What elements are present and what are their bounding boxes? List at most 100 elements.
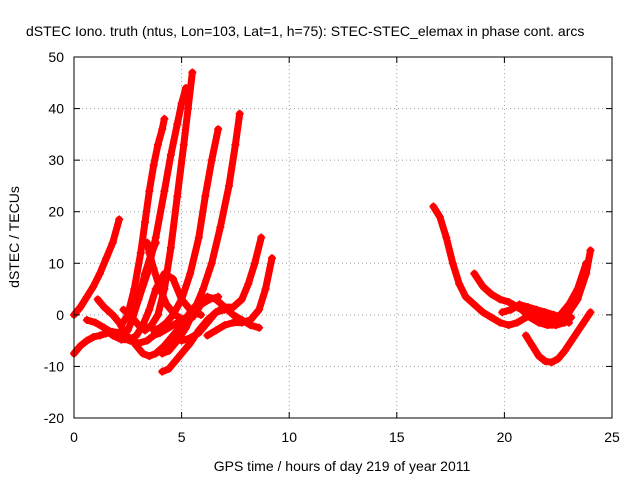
data-point — [577, 321, 586, 330]
data-point — [164, 365, 173, 374]
data-point — [171, 357, 180, 366]
data-point — [134, 321, 143, 330]
data-point — [220, 303, 229, 312]
data-point — [181, 323, 190, 332]
data-point — [560, 318, 569, 327]
data-point — [194, 328, 203, 337]
data-point — [141, 218, 150, 227]
data-point — [216, 223, 225, 232]
data-point — [162, 300, 171, 309]
data-series — [130, 68, 197, 335]
data-point — [89, 282, 98, 291]
data-point — [203, 331, 212, 340]
data-point — [130, 316, 139, 325]
data-point — [134, 295, 143, 304]
data-point — [108, 310, 117, 319]
data-point — [82, 336, 91, 345]
data-point — [246, 316, 255, 325]
data-point — [177, 349, 186, 358]
x-axis-title: GPS time / hours of day 219 of year 2011 — [214, 458, 471, 474]
data-point — [196, 310, 205, 319]
data-series — [177, 233, 266, 345]
data-point — [586, 246, 595, 255]
data-point — [257, 233, 266, 242]
data-point — [229, 318, 238, 327]
data-point — [119, 305, 128, 314]
data-point — [82, 316, 91, 325]
data-point — [552, 321, 561, 330]
data-point — [123, 326, 132, 335]
data-series — [521, 308, 595, 367]
y-tick-label: 30 — [48, 152, 64, 168]
data-point — [93, 295, 102, 304]
plot-frame — [73, 56, 613, 419]
data-point — [567, 313, 576, 322]
data-point — [158, 367, 167, 376]
data-point — [132, 331, 141, 340]
data-point — [509, 300, 518, 309]
data-point — [549, 310, 558, 319]
data-point — [136, 248, 145, 257]
data-point — [442, 233, 451, 242]
data-point — [543, 321, 552, 330]
data-series — [149, 125, 223, 335]
data-point — [160, 341, 169, 350]
data-series — [203, 254, 276, 340]
x-tick-label: 20 — [497, 429, 513, 445]
data-point — [145, 248, 154, 257]
data-point — [168, 331, 177, 340]
data-point — [164, 346, 173, 355]
y-tick-label: 0 — [56, 307, 64, 323]
data-point — [149, 264, 158, 273]
data-point — [179, 140, 188, 149]
data-point — [435, 212, 444, 221]
x-tick-label: 25 — [604, 429, 620, 445]
data-point — [573, 295, 582, 304]
data-point — [199, 285, 208, 294]
data-point — [498, 308, 507, 317]
data-point — [117, 321, 126, 330]
data-point — [250, 259, 259, 268]
data-point — [470, 300, 479, 309]
data-point — [153, 140, 162, 149]
data-point — [125, 335, 134, 344]
data-point — [496, 295, 505, 304]
data-series — [117, 114, 169, 330]
data-point — [184, 104, 193, 113]
data-point — [237, 318, 246, 327]
data-point — [145, 187, 154, 196]
data-point — [100, 323, 109, 332]
data-point — [173, 120, 182, 129]
data-point — [586, 308, 595, 317]
data-layer — [70, 68, 595, 376]
data-point — [177, 295, 186, 304]
ticks: 0 5 10 15 20 25 -20 -10 0 10 20 30 40 50 — [44, 49, 620, 445]
data-point — [190, 305, 199, 314]
data-point — [149, 326, 158, 335]
data-point — [138, 349, 147, 358]
data-point — [143, 269, 152, 278]
data-point — [186, 269, 195, 278]
data-point — [145, 305, 154, 314]
data-point — [76, 341, 85, 350]
data-point — [168, 274, 177, 283]
data-point — [547, 358, 556, 367]
data-point — [541, 357, 550, 366]
data-point — [160, 187, 169, 196]
data-point — [554, 354, 563, 363]
data-point — [203, 318, 212, 327]
y-tick-label: -20 — [44, 410, 64, 426]
data-point — [487, 313, 496, 322]
data-point — [149, 161, 158, 170]
data-point — [229, 310, 238, 319]
y-tick-label: 40 — [48, 101, 64, 117]
data-point — [125, 310, 134, 319]
data-point — [177, 336, 186, 345]
data-point — [158, 349, 167, 358]
x-tick-label: 0 — [70, 429, 78, 445]
data-point — [429, 202, 438, 211]
data-point — [76, 303, 85, 312]
data-point — [82, 292, 91, 301]
data-point — [207, 156, 216, 165]
